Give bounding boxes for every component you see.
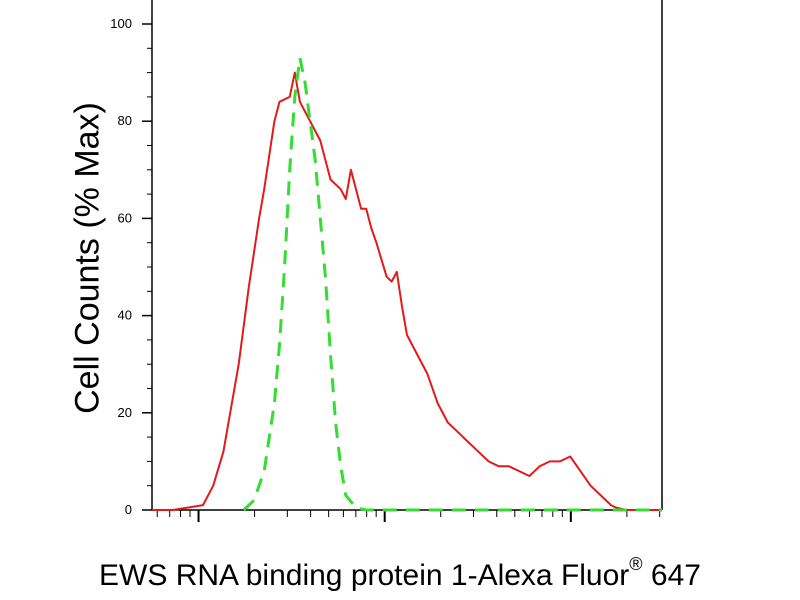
y-axis-ticks: 0 20 40 60 80 100: [110, 16, 152, 517]
y-tick-label: 0: [125, 502, 132, 517]
x-axis-label-text: EWS RNA binding protein 1-Alexa Fluor: [99, 559, 630, 592]
y-tick-label: 100: [110, 16, 132, 31]
y-tick-label: 80: [118, 113, 132, 128]
series-group: [152, 56, 662, 512]
y-tick-label: 20: [118, 405, 132, 420]
x-axis-ticks: [156, 510, 661, 522]
y-axis-label-wrapper: Cell Counts (% Max): [58, 0, 118, 600]
x-axis-label-suffix: 647: [642, 559, 701, 592]
plot-axes: [151, 0, 663, 511]
sample-histogram-line: [152, 71, 662, 511]
control-histogram-line: [242, 56, 662, 512]
y-tick-label: 60: [118, 210, 132, 225]
y-tick-label: 40: [118, 308, 132, 323]
x-axis-label: EWS RNA binding protein 1-Alexa Fluor® 6…: [0, 554, 800, 593]
registered-mark: ®: [629, 554, 643, 574]
y-axis-label: Cell Counts (% Max): [68, 102, 107, 414]
